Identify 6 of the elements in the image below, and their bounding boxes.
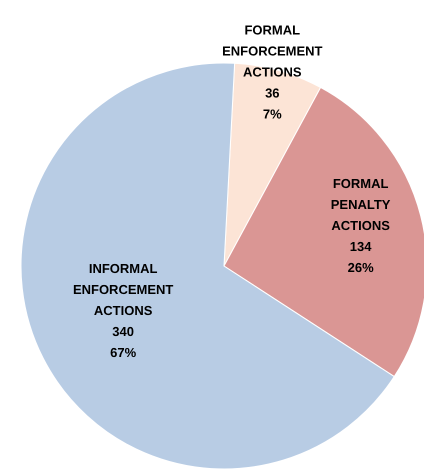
data-label: 134 26% (348, 238, 374, 274)
data-label: 36 7% (262, 84, 282, 121)
data-label: 340 67% (110, 323, 137, 360)
slice-label: FORMAL ENFORCEMENT ACTIONS (222, 22, 323, 79)
slice-label: INFORMAL ENFORCEMENT ACTIONS (72, 260, 174, 318)
slice-label: FORMAL PENALTY ACTIONS (330, 175, 391, 232)
